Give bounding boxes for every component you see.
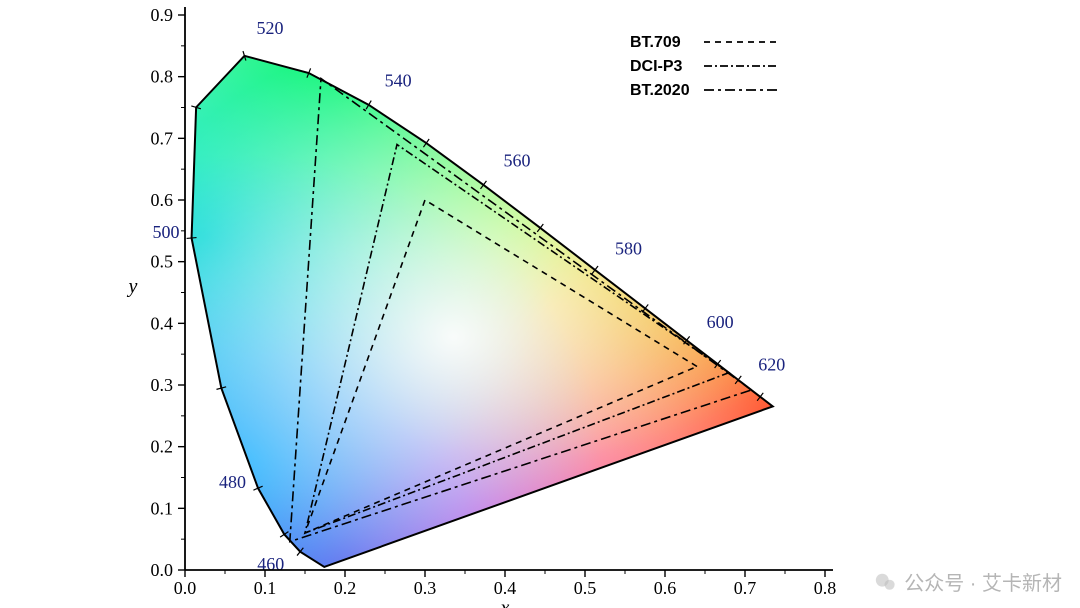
legend-label: BT.709 xyxy=(630,34,681,51)
y-tick-label: 0.4 xyxy=(151,313,174,333)
y-tick-label: 0.0 xyxy=(151,560,174,580)
legend-label: DCI-P3 xyxy=(630,58,683,75)
wavelength-label: 620 xyxy=(758,355,785,375)
wavelength-label: 460 xyxy=(257,554,284,574)
wavelength-label: 500 xyxy=(153,222,180,242)
y-tick-label: 0.6 xyxy=(151,190,174,210)
wechat-icon xyxy=(874,571,896,593)
x-tick-label: 0.3 xyxy=(414,578,437,598)
chromaticity-fill xyxy=(185,15,825,570)
y-axis-title: y xyxy=(127,276,138,298)
y-tick-label: 0.8 xyxy=(151,67,174,87)
x-tick-label: 0.8 xyxy=(814,578,837,598)
chromaticity-chart: 460 480 500 520 540 560 580 600 620 0.0 0.1 0.2 0.3 0… xyxy=(0,0,1080,608)
x-tick-label: 0.5 xyxy=(574,578,597,598)
legend-label: BT.2020 xyxy=(630,82,690,99)
y-tick-label: 0.9 xyxy=(151,5,174,25)
wavelength-label: 480 xyxy=(219,472,246,492)
x-axis-title: x xyxy=(500,597,510,608)
x-tick-label: 0.1 xyxy=(254,578,277,598)
watermark: 公众号 · 艾卡新材 xyxy=(874,567,1062,596)
wavelength-label: 580 xyxy=(615,239,642,259)
wavelength-label: 540 xyxy=(385,70,412,90)
x-tick-label: 0.4 xyxy=(494,578,517,598)
x-tick-label: 0.0 xyxy=(174,578,197,598)
chart-svg: 460 480 500 520 540 560 580 600 620 0.0 0.1 0.2 0.3 0… xyxy=(0,0,1080,608)
x-tick-label: 0.6 xyxy=(654,578,677,598)
wavelength-label: 560 xyxy=(503,150,530,170)
y-tick-label: 0.3 xyxy=(151,375,174,395)
y-tick-label: 0.2 xyxy=(151,437,174,457)
x-tick-label: 0.7 xyxy=(734,578,757,598)
wavelength-label: 600 xyxy=(707,312,734,332)
watermark-text: 公众号 · 艾卡新材 xyxy=(904,567,1062,596)
wavelength-label: 520 xyxy=(256,18,283,38)
y-tick-label: 0.1 xyxy=(151,498,174,518)
y-tick-label: 0.5 xyxy=(151,252,174,272)
y-tick-label: 0.7 xyxy=(151,128,174,148)
x-tick-label: 0.2 xyxy=(334,578,357,598)
legend: BT.709 DCI-P3 BT.2020 xyxy=(630,34,778,99)
